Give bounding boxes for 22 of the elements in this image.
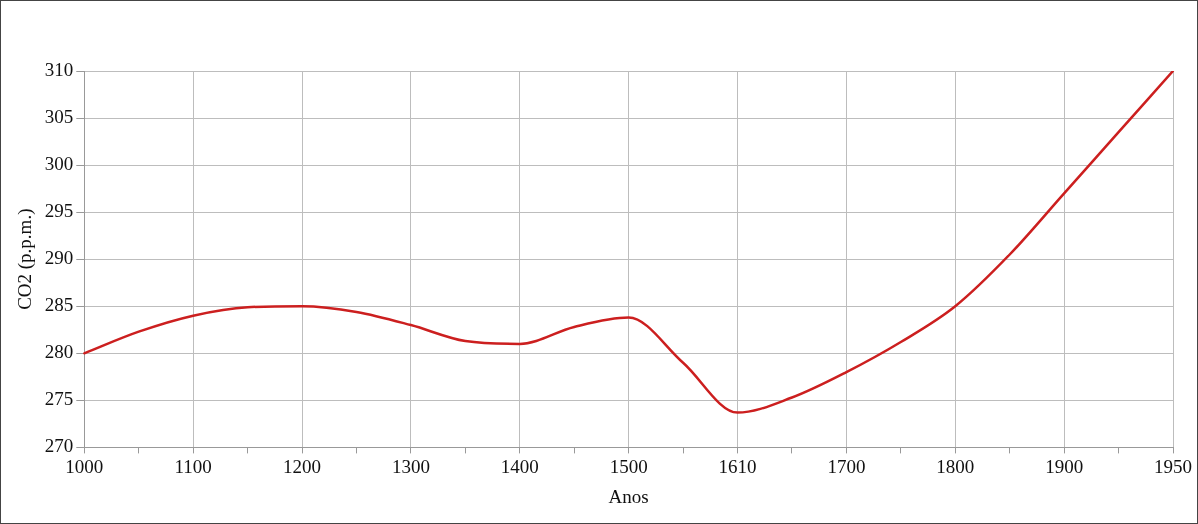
y-tick-label: 275 — [44, 388, 74, 410]
x-tick-label: 1400 — [500, 455, 539, 477]
x-tick-label: 1000 — [65, 455, 104, 477]
y-tick-label: 295 — [44, 200, 74, 222]
x-axis-title: Anos — [608, 485, 649, 507]
y-axis-title: CO2 (p.p.m.) — [14, 208, 37, 310]
y-tick-label: 270 — [44, 435, 74, 457]
x-tick-label: 1500 — [609, 455, 648, 477]
x-tick-label: 1900 — [1045, 455, 1084, 477]
y-tick-label: 290 — [44, 247, 74, 269]
x-tick-label: 1300 — [391, 455, 430, 477]
x-tick-label: 1800 — [936, 455, 975, 477]
y-tick-label: 285 — [44, 294, 74, 316]
y-tick-label: 305 — [44, 106, 74, 128]
x-tick-label: 1200 — [283, 455, 322, 477]
y-tick-label: 280 — [44, 341, 74, 363]
x-tick-label: 1950 — [1154, 455, 1192, 477]
y-tick-label: 300 — [44, 153, 74, 175]
x-tick-label: 1610 — [718, 455, 757, 477]
x-tick-label: 1100 — [174, 455, 212, 477]
y-tick-label: 310 — [44, 58, 74, 80]
x-tick-label: 1700 — [827, 455, 866, 477]
